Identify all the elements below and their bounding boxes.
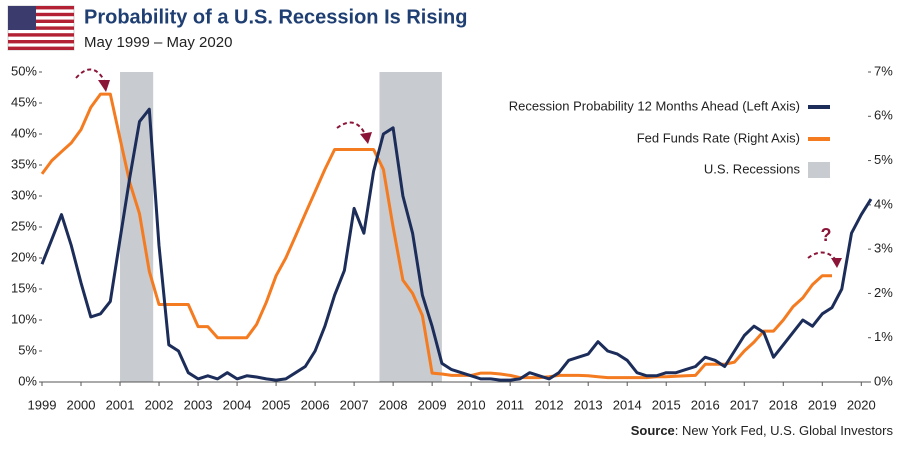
y2-tick-label: 6% bbox=[874, 108, 893, 123]
x-tick-label: 2017 bbox=[730, 397, 759, 412]
y-tick-label: 5% bbox=[18, 342, 37, 357]
x-tick-label: 2008 bbox=[379, 397, 408, 412]
x-tick-label: 2019 bbox=[808, 397, 837, 412]
legend-label: Recession Probability 12 Months Ahead (L… bbox=[509, 98, 800, 113]
legend-swatch bbox=[808, 162, 830, 178]
x-tick-label: 2012 bbox=[535, 397, 564, 412]
x-tick-label: 2005 bbox=[262, 397, 291, 412]
x-tick-label: 2006 bbox=[301, 397, 330, 412]
x-tick-label: 2016 bbox=[691, 397, 720, 412]
chart-title: Probability of a U.S. Recession Is Risin… bbox=[84, 6, 467, 28]
legend-label: U.S. Recessions bbox=[704, 161, 801, 176]
arrow-heads bbox=[98, 80, 842, 268]
y-tick-label: 15% bbox=[11, 280, 37, 295]
y-tick-label: 45% bbox=[11, 94, 37, 109]
chart-subtitle: May 1999 – May 2020 bbox=[84, 34, 232, 51]
source: Source: New York Fed, U.S. Global Invest… bbox=[631, 423, 894, 438]
series-line bbox=[40, 107, 873, 382]
y-tick-label: 10% bbox=[11, 311, 37, 326]
annotation-arrows bbox=[75, 68, 837, 261]
x-tick-label: 2002 bbox=[145, 397, 174, 412]
legend-label: Fed Funds Rate (Right Axis) bbox=[637, 130, 800, 145]
x-tick-label: 2003 bbox=[184, 397, 213, 412]
x-tick-label: 2013 bbox=[574, 397, 603, 412]
x-tick-label: 2010 bbox=[457, 397, 486, 412]
y-tick-label: 0% bbox=[18, 373, 37, 388]
x-tick-label: 2001 bbox=[106, 397, 135, 412]
x-tick-label: 2007 bbox=[340, 397, 369, 412]
x-tick-label: 2000 bbox=[67, 397, 96, 412]
x-tick-label: 2009 bbox=[418, 397, 447, 412]
y-tick-label: 50% bbox=[11, 63, 37, 78]
x-tick-label: 1999 bbox=[28, 397, 57, 412]
annotation: ? bbox=[821, 225, 832, 245]
x-tick-label: 2014 bbox=[613, 397, 642, 412]
y2-tick-label: 3% bbox=[874, 241, 893, 256]
x-tick-label: 2015 bbox=[652, 397, 681, 412]
recession-band bbox=[120, 72, 154, 382]
y2-tick-label: 2% bbox=[874, 285, 893, 300]
flag bbox=[7, 5, 75, 51]
y-tick-label: 25% bbox=[11, 218, 37, 233]
y2-tick-label: 0% bbox=[874, 373, 893, 388]
x-tick-label: 2018 bbox=[769, 397, 798, 412]
series-line bbox=[40, 92, 832, 380]
y2-tick-label: 1% bbox=[874, 329, 893, 344]
y2-tick-label: 7% bbox=[874, 63, 893, 78]
y2-tick-label: 4% bbox=[874, 196, 893, 211]
source-text: : New York Fed, U.S. Global Investors bbox=[675, 423, 894, 438]
x-tick-label: 2011 bbox=[496, 397, 524, 412]
y2-tick-label: 5% bbox=[874, 152, 893, 167]
y-tick-label: 40% bbox=[11, 125, 37, 140]
source-label: Source bbox=[631, 423, 675, 438]
y-tick-label: 20% bbox=[11, 249, 37, 264]
x-tick-label: 2020 bbox=[847, 397, 876, 412]
y-tick-label: 30% bbox=[11, 187, 37, 202]
y-tick-label: 35% bbox=[11, 156, 37, 171]
x-tick-label: 2004 bbox=[223, 397, 252, 412]
